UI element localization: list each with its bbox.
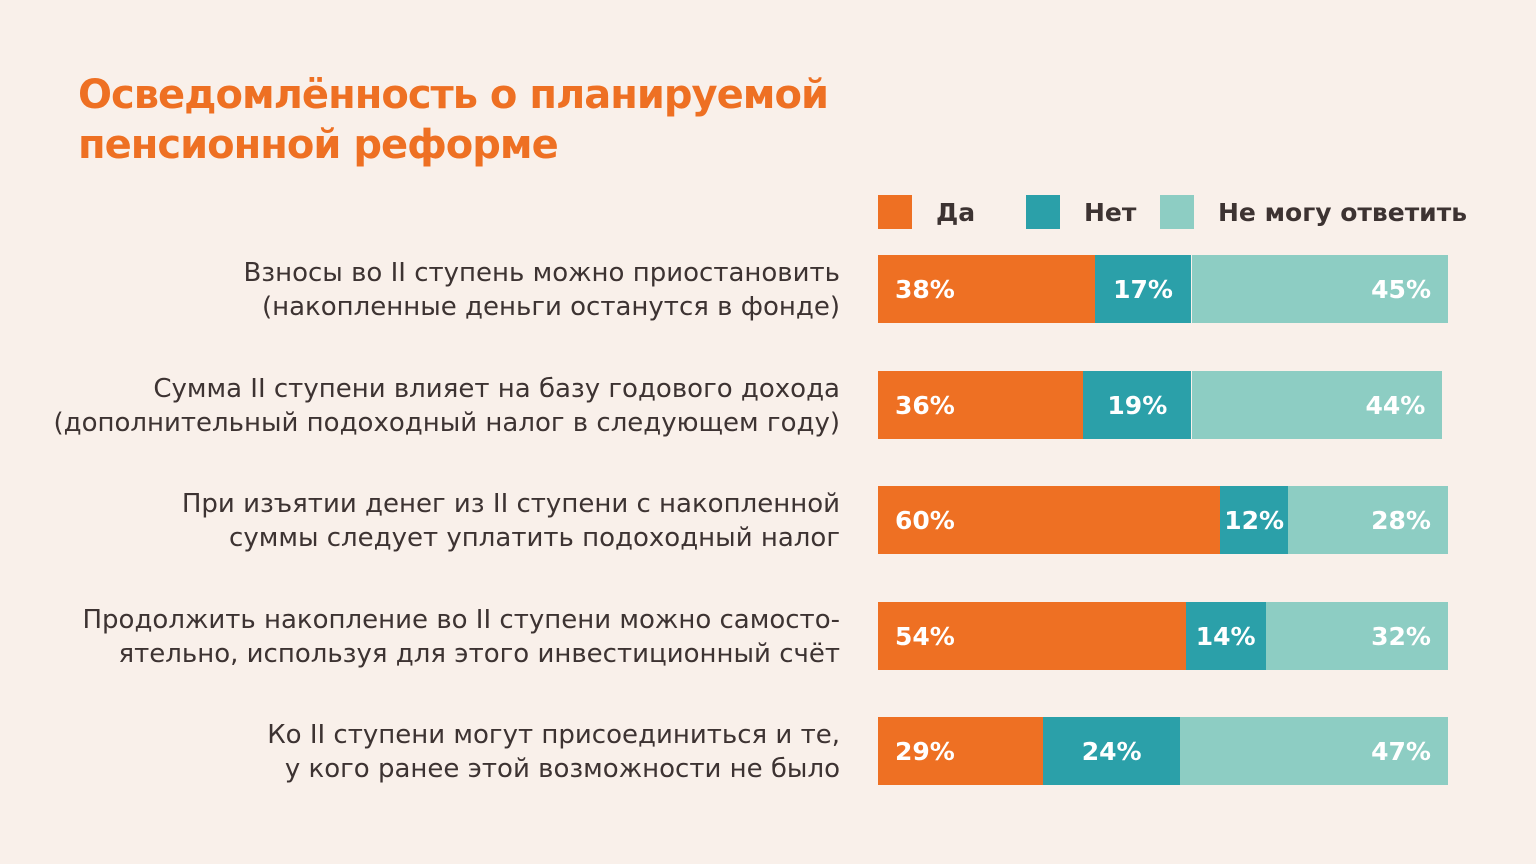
- bar-segment-yes: 60%: [878, 486, 1220, 554]
- bar-segment-yes: 38%: [878, 255, 1095, 323]
- value-label-yes: 29%: [895, 736, 955, 766]
- category-label-line: Сумма II ступени влияет на базу годового…: [153, 374, 840, 404]
- stacked-bar: 54% 14% 32%: [878, 602, 1448, 670]
- bar-segment-unsure: 47%: [1180, 717, 1448, 785]
- bar-segment-yes: 29%: [878, 717, 1044, 785]
- category-label-line: Взносы во II ступень можно приостановить: [243, 258, 840, 288]
- value-label-no: 19%: [1107, 390, 1168, 420]
- bar-segment-unsure: 28%: [1288, 486, 1448, 554]
- category-label: Ко II ступени могут присоединиться и те,…: [40, 718, 840, 786]
- bar-segment-no: 14%: [1185, 602, 1266, 670]
- category-label: Продолжить накопление во II ступени можн…: [40, 603, 840, 671]
- value-label-no: 24%: [1081, 736, 1142, 766]
- legend-item-unsure: Не могу ответить: [1160, 195, 1467, 229]
- category-label-line: При изъятии денег из II ступени с накопл…: [181, 489, 840, 519]
- category-label-line: Продолжить накопление во II ступени можн…: [82, 605, 840, 635]
- legend-item-no: Нет: [1026, 195, 1136, 229]
- category-label: При изъятии денег из II ступени с накопл…: [40, 487, 840, 555]
- stacked-bar: 29% 24% 47%: [878, 717, 1448, 785]
- category-label-line: суммы следует уплатить подоходный налог: [229, 523, 840, 553]
- value-label-no: 14%: [1195, 621, 1256, 651]
- stacked-bar: 60% 12% 28%: [878, 486, 1448, 554]
- chart-title: Осведомлённость о планируемой пенсионной…: [78, 70, 978, 170]
- legend-label: Не могу ответить: [1218, 197, 1467, 227]
- bar-segment-no: 12%: [1220, 486, 1289, 554]
- value-label-unsure: 32%: [1371, 621, 1431, 651]
- category-label-line: (накопленные деньги останутся в фонде): [261, 292, 840, 322]
- legend-swatch: [1026, 195, 1060, 229]
- legend-item-yes: Да: [878, 195, 975, 229]
- value-label-no: 17%: [1113, 274, 1173, 304]
- bar-segment-unsure: 45%: [1191, 255, 1448, 323]
- chart-title-line-2: пенсионной реформе: [78, 122, 559, 168]
- stacked-bar: 36% 19% 44%: [878, 371, 1448, 439]
- value-label-yes: 38%: [895, 274, 955, 304]
- value-label-unsure: 44%: [1365, 390, 1426, 420]
- category-label-line: (дополнительный подоходный налог в следу…: [53, 408, 840, 438]
- value-label-unsure: 47%: [1371, 736, 1431, 766]
- bar-segment-yes: 54%: [878, 602, 1186, 670]
- bar-segment-no: 17%: [1094, 255, 1192, 323]
- stacked-bar: 38% 17% 45%: [878, 255, 1448, 323]
- value-label-yes: 60%: [895, 505, 955, 535]
- chart-title-line-1: Осведомлённость о планируемой: [78, 72, 829, 118]
- value-label-unsure: 45%: [1371, 274, 1431, 304]
- value-label-unsure: 28%: [1371, 505, 1431, 535]
- bar-segment-no: 24%: [1043, 717, 1181, 785]
- bar-segment-no: 19%: [1083, 371, 1192, 439]
- legend-swatch: [1160, 195, 1194, 229]
- value-label-yes: 36%: [895, 390, 955, 420]
- legend-label: Да: [936, 197, 976, 227]
- value-label-yes: 54%: [895, 621, 955, 651]
- legend-label: Нет: [1084, 197, 1137, 227]
- category-label-line: у кого ранее этой возможности не было: [284, 754, 840, 784]
- bar-segment-unsure: 32%: [1265, 602, 1448, 670]
- bar-segment-yes: 36%: [878, 371, 1084, 439]
- category-label: Взносы во II ступень можно приостановить…: [40, 256, 840, 324]
- legend-swatch: [878, 195, 912, 229]
- category-label: Сумма II ступени влияет на базу годового…: [40, 372, 840, 440]
- value-label-no: 12%: [1224, 505, 1285, 535]
- category-label-line: Ко II ступени могут присоединиться и те,: [267, 720, 840, 750]
- category-label-line: ятельно, используя для этого инвестицион…: [118, 639, 840, 669]
- bar-segment-unsure: 44%: [1191, 371, 1443, 439]
